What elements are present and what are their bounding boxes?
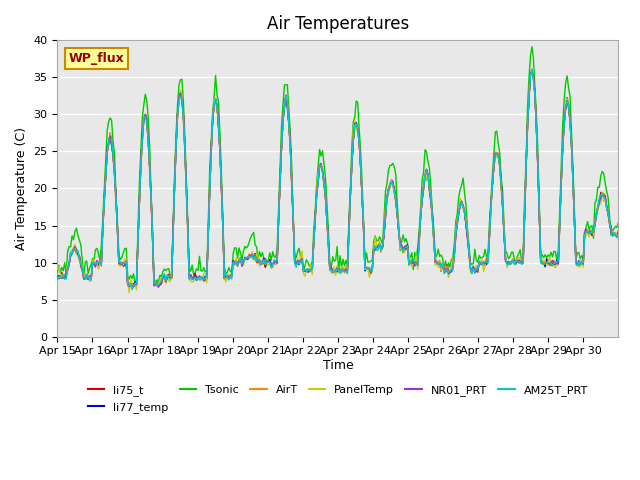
Y-axis label: Air Temperature (C): Air Temperature (C): [15, 127, 28, 250]
Text: WP_flux: WP_flux: [68, 52, 124, 65]
Legend: li75_t, li77_temp, Tsonic, AirT, PanelTemp, NR01_PRT, AM25T_PRT: li75_t, li77_temp, Tsonic, AirT, PanelTe…: [83, 381, 593, 417]
X-axis label: Time: Time: [323, 359, 353, 372]
Title: Air Temperatures: Air Temperatures: [267, 15, 409, 33]
